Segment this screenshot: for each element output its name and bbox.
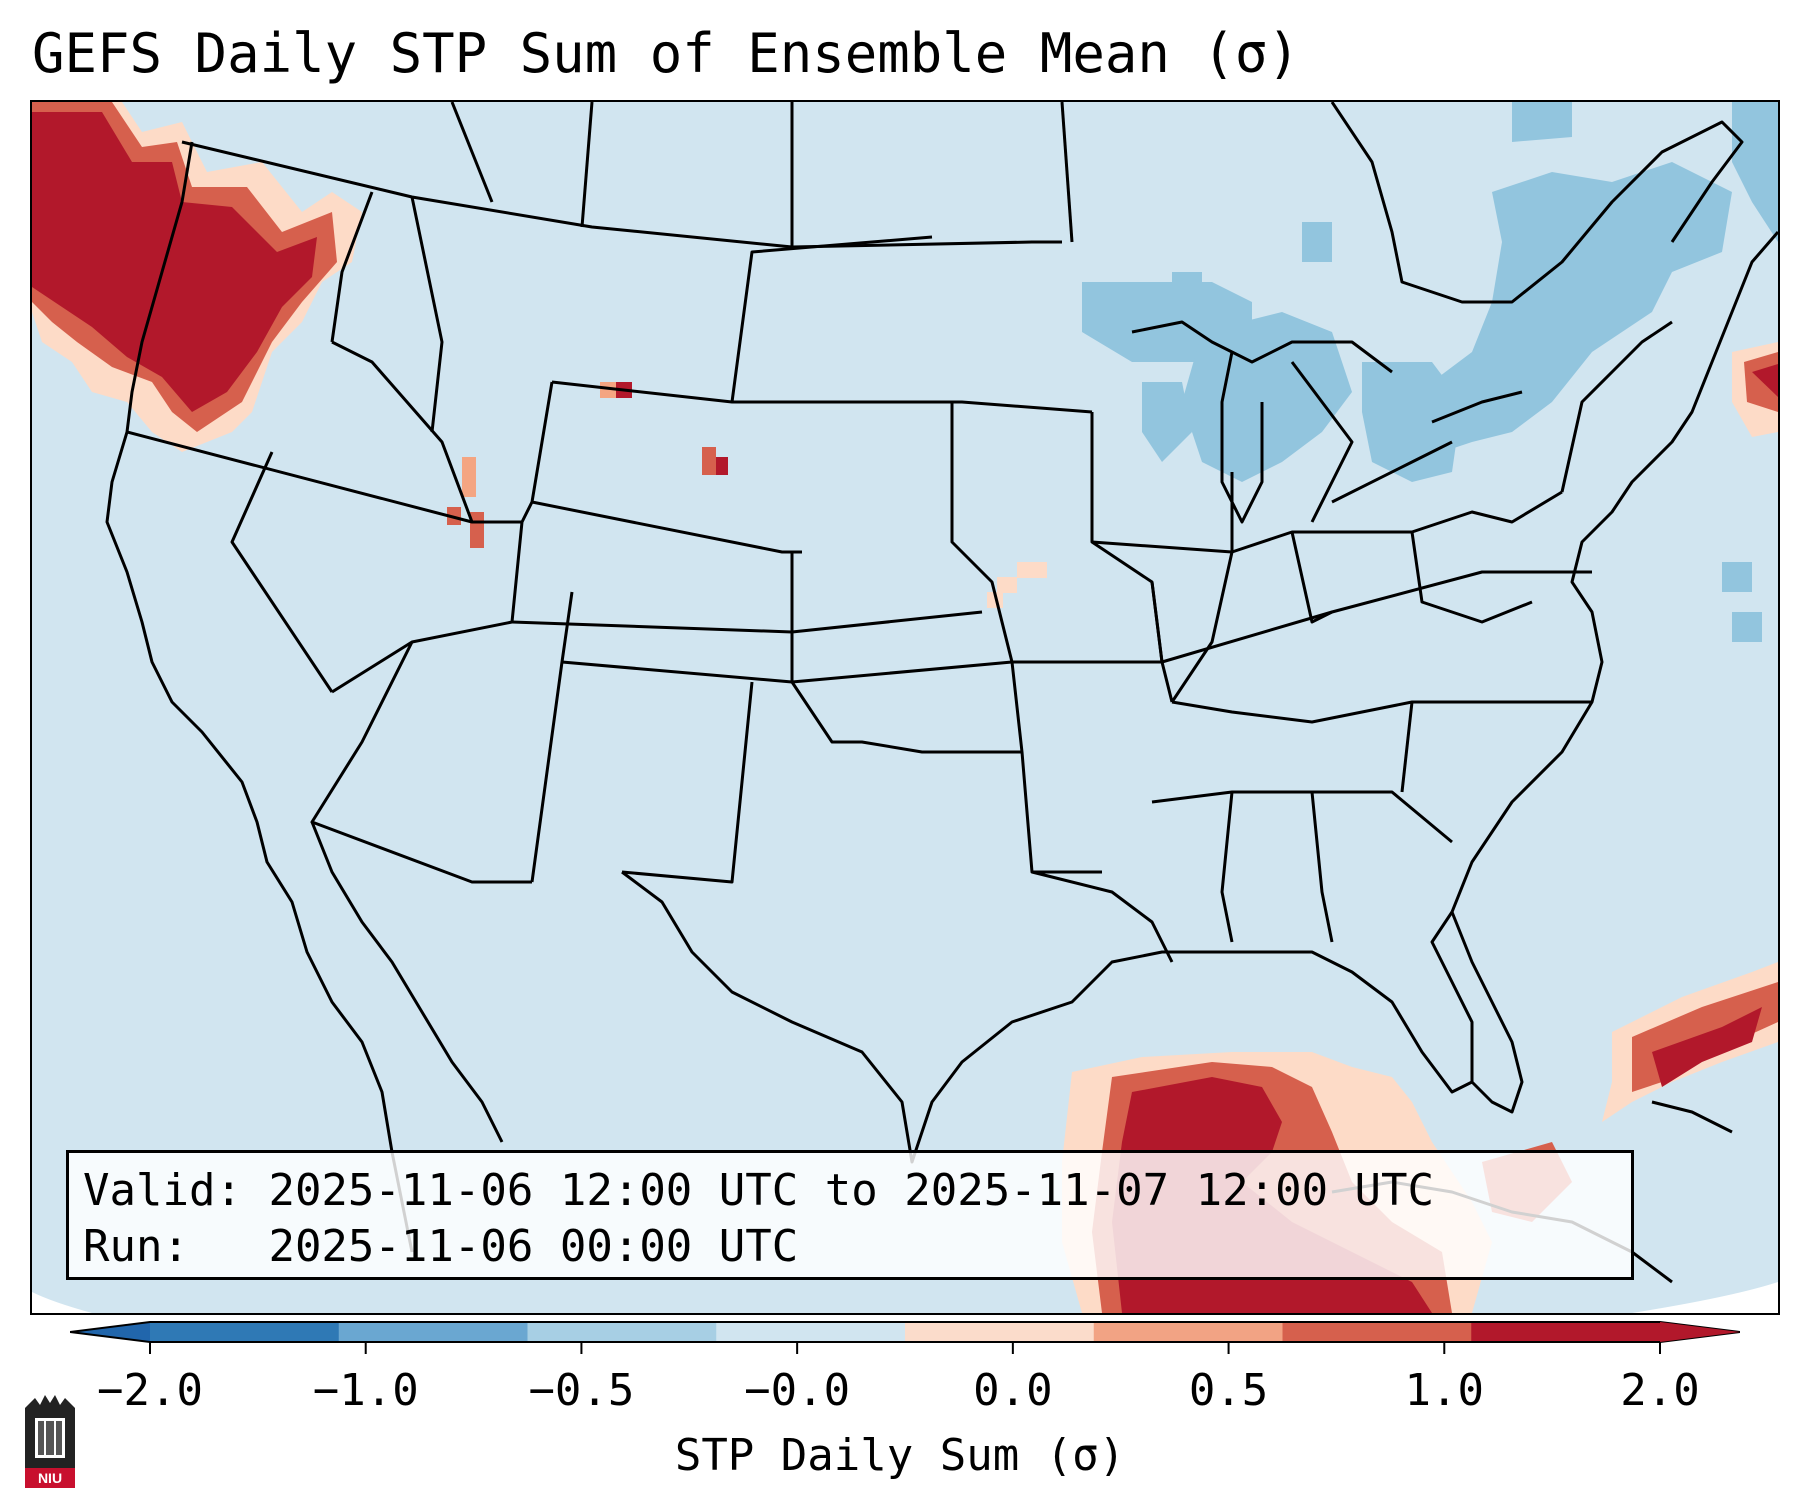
valid-range: 2025-11-06 12:00 UTC to 2025-11-07 12:00… xyxy=(268,1165,1435,1216)
colorbar-extend-low xyxy=(70,1322,150,1342)
colorbar-bins xyxy=(70,1321,1740,1343)
colorbar-bin xyxy=(527,1322,717,1342)
run-time: 2025-11-06 00:00 UTC xyxy=(268,1221,799,1272)
colorbar-label: STP Daily Sum (σ) xyxy=(674,1430,1126,1481)
colorbar-tick-marks xyxy=(149,1342,1661,1354)
valid-label: Valid: xyxy=(83,1165,242,1216)
run-label: Run: xyxy=(83,1221,189,1272)
logo-text: NIU xyxy=(38,1470,62,1486)
colorbar-tick-label: −0.0 xyxy=(744,1365,851,1416)
political-borders xyxy=(105,102,1778,1284)
colorbar-tick-label: 0.0 xyxy=(973,1365,1053,1416)
colorbar-bin xyxy=(1471,1322,1661,1342)
validity-info-box: Valid: 2025-11-06 12:00 UTC to 2025-11-0… xyxy=(66,1150,1634,1280)
run-row: Run: 2025-11-06 00:00 UTC xyxy=(83,1219,1617,1275)
colorbar-extend-high xyxy=(1660,1322,1740,1342)
colorbar xyxy=(70,1321,1740,1354)
colorbar-bin xyxy=(150,1322,340,1342)
colorbar-tick-label: 2.0 xyxy=(1620,1365,1700,1416)
map-title: GEFS Daily STP Sum of Ensemble Mean (σ) xyxy=(32,22,1300,85)
colorbar-bin xyxy=(338,1322,528,1342)
colorbar-bin xyxy=(1282,1322,1472,1342)
colorbar-tick-label: 0.5 xyxy=(1188,1365,1269,1416)
colorbar-bin xyxy=(1093,1322,1283,1342)
colorbar-tick-label: 1.0 xyxy=(1404,1365,1485,1416)
colorbar-bin xyxy=(716,1322,906,1342)
atlantic-high-stp-region xyxy=(1732,342,1778,437)
colorbar-tick-label: −0.5 xyxy=(528,1365,635,1416)
valid-row: Valid: 2025-11-06 12:00 UTC to 2025-11-0… xyxy=(83,1163,1617,1219)
light-blue-cells xyxy=(1082,102,1778,642)
colorbar-tick-label: −1.0 xyxy=(312,1365,419,1416)
map-canvas xyxy=(32,102,1778,1313)
colorbar-tick-label: −2.0 xyxy=(97,1365,203,1416)
niu-logo-icon: NIU xyxy=(25,1395,75,1488)
map-panel xyxy=(30,100,1780,1315)
colorbar-bin xyxy=(905,1322,1095,1342)
pnw-high-stp-region xyxy=(32,102,362,452)
